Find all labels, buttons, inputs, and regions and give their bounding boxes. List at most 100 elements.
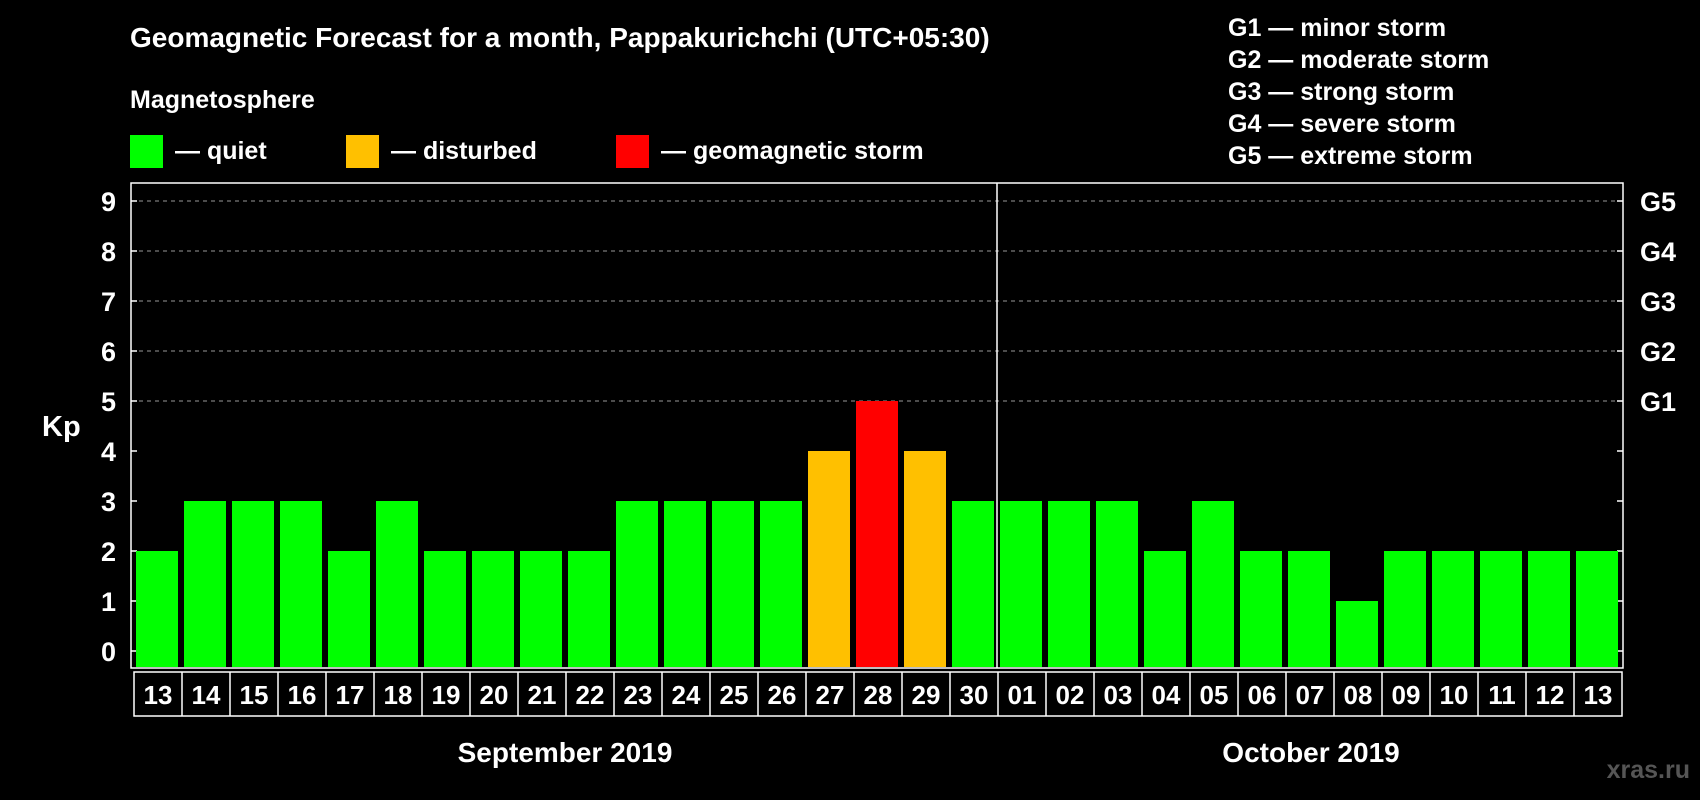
bar-day-7 bbox=[472, 551, 514, 667]
bar-day-30 bbox=[1576, 551, 1618, 667]
plot-frame bbox=[130, 182, 1624, 669]
x-tick-label: 05 bbox=[1200, 680, 1229, 710]
bar-day-12 bbox=[712, 501, 754, 667]
x-tick-label: 27 bbox=[816, 680, 845, 710]
x-tick-label: 19 bbox=[432, 680, 461, 710]
bar-day-8 bbox=[520, 551, 562, 667]
x-tick-label: 09 bbox=[1392, 680, 1421, 710]
x-tick-label: 28 bbox=[864, 680, 893, 710]
x-tick-label: 03 bbox=[1104, 680, 1133, 710]
y-tick-label: 2 bbox=[101, 537, 116, 567]
storm-level-tick-label: G5 bbox=[1640, 187, 1676, 217]
bar-day-26 bbox=[1384, 551, 1426, 667]
bar-day-15 bbox=[856, 401, 898, 667]
bar-day-28 bbox=[1480, 551, 1522, 667]
bar-day-25 bbox=[1336, 601, 1378, 667]
legend-item-quiet: — quiet bbox=[130, 134, 267, 168]
x-tick-label: 13 bbox=[1584, 680, 1613, 710]
bar-day-4 bbox=[328, 551, 370, 667]
bar-day-22 bbox=[1192, 501, 1234, 667]
x-tick-label: 06 bbox=[1248, 680, 1277, 710]
month-label-september: September 2019 bbox=[457, 737, 673, 768]
x-tick-label: 10 bbox=[1440, 680, 1469, 710]
legend-label-storm: — geomagnetic storm bbox=[661, 136, 924, 165]
bar-day-19 bbox=[1048, 501, 1090, 667]
bar-day-2 bbox=[232, 501, 274, 667]
legend-label-quiet: — quiet bbox=[175, 136, 267, 165]
bar-day-24 bbox=[1288, 551, 1330, 667]
x-tick-label: 18 bbox=[384, 680, 413, 710]
bar-day-13 bbox=[760, 501, 802, 667]
x-tick-label: 20 bbox=[480, 680, 509, 710]
bar-day-0 bbox=[136, 551, 178, 667]
x-tick-label: 14 bbox=[192, 680, 221, 710]
y-tick-label: 9 bbox=[101, 187, 116, 217]
storm-scale-g4: G4 — severe storm bbox=[1228, 110, 1456, 138]
storm-level-tick-label: G3 bbox=[1640, 287, 1676, 317]
bar-day-5 bbox=[376, 501, 418, 667]
y-tick-label: 6 bbox=[101, 337, 116, 367]
x-tick-label: 11 bbox=[1488, 680, 1516, 710]
x-tick-label: 02 bbox=[1056, 680, 1085, 710]
bar-day-29 bbox=[1528, 551, 1570, 667]
chart-title: Geomagnetic Forecast for a month, Pappak… bbox=[130, 22, 990, 53]
x-tick-label: 30 bbox=[960, 680, 989, 710]
bar-day-14 bbox=[808, 451, 850, 667]
x-tick-label: 21 bbox=[528, 680, 557, 710]
bar-day-1 bbox=[184, 501, 226, 667]
x-tick-label: 08 bbox=[1344, 680, 1373, 710]
legend-item-disturbed: — disturbed bbox=[346, 134, 537, 168]
bar-day-9 bbox=[568, 551, 610, 667]
storm-level-tick-label: G2 bbox=[1640, 337, 1676, 367]
x-tick-label: 25 bbox=[720, 680, 749, 710]
storm-level-tick-label: G4 bbox=[1640, 237, 1676, 267]
x-tick-label: 29 bbox=[912, 680, 941, 710]
y-tick-label: 4 bbox=[101, 437, 116, 467]
legend-swatch-quiet bbox=[130, 134, 163, 168]
x-tick-label: 04 bbox=[1152, 680, 1181, 710]
legend-label-disturbed: — disturbed bbox=[391, 136, 537, 165]
y-tick-label: 5 bbox=[101, 387, 116, 417]
watermark: xras.ru bbox=[1606, 756, 1690, 784]
bar-day-23 bbox=[1240, 551, 1282, 667]
y-tick-label: 3 bbox=[101, 487, 116, 517]
bar-day-16 bbox=[904, 451, 946, 667]
date-axis-frame bbox=[133, 671, 1623, 717]
legend-swatch-disturbed bbox=[346, 134, 379, 168]
bar-day-27 bbox=[1432, 551, 1474, 667]
y-tick-label: 7 bbox=[101, 287, 116, 317]
x-tick-label: 23 bbox=[624, 680, 653, 710]
month-label-october: October 2019 bbox=[1222, 737, 1400, 768]
storm-scale-g2: G2 — moderate storm bbox=[1228, 46, 1490, 74]
x-tick-label: 13 bbox=[144, 680, 173, 710]
x-tick-label: 17 bbox=[336, 680, 365, 710]
storm-level-tick-label: G1 bbox=[1640, 387, 1676, 417]
x-tick-label: 16 bbox=[288, 680, 317, 710]
y-tick-label: 0 bbox=[101, 637, 116, 667]
legend-item-storm: — geomagnetic storm bbox=[616, 134, 924, 168]
bar-day-17 bbox=[952, 501, 994, 667]
storm-scale-g1: G1 — minor storm bbox=[1228, 14, 1447, 42]
bar-day-3 bbox=[280, 501, 322, 667]
x-tick-label: 26 bbox=[768, 680, 797, 710]
y-tick-label: 8 bbox=[101, 237, 116, 267]
legend-heading: Magnetosphere bbox=[130, 86, 315, 114]
x-tick-label: 12 bbox=[1536, 680, 1565, 710]
bar-day-18 bbox=[1000, 501, 1042, 667]
bar-day-20 bbox=[1096, 501, 1138, 667]
x-tick-label: 15 bbox=[240, 680, 269, 710]
y-axis-label: Kp bbox=[42, 411, 81, 443]
x-tick-label: 24 bbox=[672, 680, 701, 710]
bar-day-11 bbox=[664, 501, 706, 667]
storm-scale-g3: G3 — strong storm bbox=[1228, 78, 1455, 106]
x-tick-label: 01 bbox=[1008, 680, 1037, 710]
y-tick-label: 1 bbox=[101, 587, 116, 617]
bar-day-6 bbox=[424, 551, 466, 667]
bar-day-10 bbox=[616, 501, 658, 667]
storm-scale-g5: G5 — extreme storm bbox=[1228, 142, 1473, 170]
x-tick-label: 22 bbox=[576, 680, 605, 710]
x-tick-label: 07 bbox=[1296, 680, 1325, 710]
bar-day-21 bbox=[1144, 551, 1186, 667]
legend-swatch-storm bbox=[616, 134, 649, 168]
